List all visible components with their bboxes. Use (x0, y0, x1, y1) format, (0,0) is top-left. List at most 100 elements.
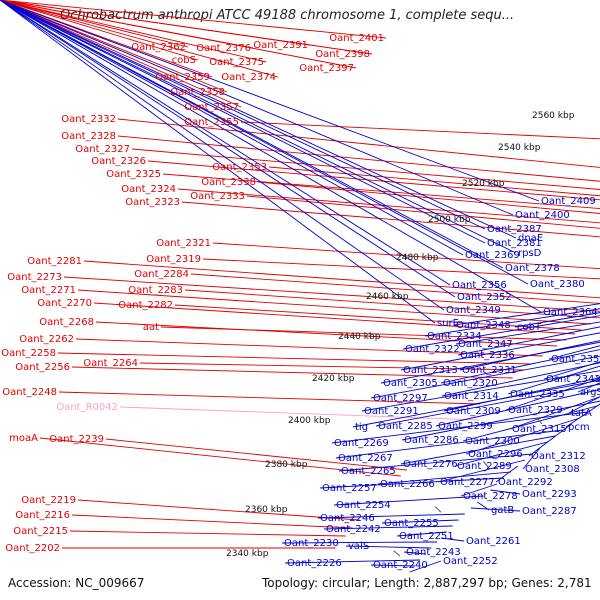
forward-gene-label: Oant_2355 (184, 117, 239, 128)
reverse-gene-label-leader (370, 355, 600, 399)
reverse-gene-label-leader (319, 477, 504, 489)
forward-gene-label: Oant_2219 (21, 495, 76, 506)
reverse-gene-label: Oant_2265 (341, 466, 396, 477)
reverse-gene-label: Oant_2296 (468, 449, 523, 460)
reverse-gene-label-leader (281, 541, 438, 544)
kbp-tick-label: 2520 kbp (462, 179, 505, 189)
reverse-gene-label-leader (0, 0, 456, 298)
reverse-gene-label-leader (323, 525, 453, 530)
reverse-gene-label-leader (0, 0, 445, 311)
forward-gene-label: cobS (172, 55, 196, 66)
forward-gene-label: Oant_2283 (128, 285, 183, 296)
reverse-gene-label: Oant_2348 (456, 320, 511, 331)
reverse-gene-label: Oant_2347 (458, 339, 513, 350)
accession-label: Accession: NC_009667 (8, 576, 145, 590)
reverse-gene-label-leader (0, 0, 517, 239)
reverse-gene-label: Oant_2331 (462, 365, 517, 376)
reverse-gene-label-leader (403, 551, 426, 555)
forward-gene-label: Oant_2256 (15, 362, 70, 373)
forward-gene-label-leader (0, 0, 357, 69)
forward-gene-label-leader (268, 166, 600, 197)
forward-gene-label: Oant_2258 (1, 348, 56, 359)
forward-gene-label-leader (83, 260, 600, 299)
reverse-gene-label: Oant_2320 (443, 378, 498, 389)
reverse-gene-label-leader (0, 0, 486, 230)
forward-gene-label: Oant_2328 (61, 131, 116, 142)
reverse-gene-label-leader (0, 0, 436, 324)
reverse-gene-label-leader (460, 483, 498, 497)
forward-gene-label: Oant_2325 (106, 169, 161, 180)
reverse-gene-label: Oant_2309 (446, 406, 501, 417)
forward-gene-label-leader (0, 0, 279, 78)
forward-gene-label: Oant_2319 (146, 254, 201, 265)
forward-gene-label-leader (93, 302, 576, 335)
kbp-tick (482, 461, 489, 468)
forward-gene-label: Oant_2397 (299, 63, 354, 74)
reverse-gene-label: pcm (568, 422, 590, 433)
reverse-gene-label: tig (355, 422, 368, 433)
reverse-gene-label: Oant_2287 (522, 506, 577, 517)
reverse-gene-label: Oant_2322 (405, 344, 460, 355)
forward-gene-label: Oant_2338 (201, 177, 256, 188)
forward-gene-label: Oant_2357 (184, 102, 239, 113)
reverse-gene-label-leader (338, 453, 533, 472)
reverse-gene-label-leader (370, 564, 415, 567)
forward-gene-label-leader (177, 188, 600, 224)
forward-gene-label-leader (63, 276, 600, 312)
kbp-tick-label: 2340 kbp (226, 549, 269, 559)
reverse-gene-label: rpsD (518, 248, 542, 259)
kbp-tick-label: 2460 kbp (366, 292, 409, 302)
reverse-gene-label: Oant_2269 (334, 438, 389, 449)
reverse-gene-label: surE (437, 318, 459, 329)
forward-gene-label-leader (75, 338, 543, 357)
reverse-gene-label: Oant_2314 (444, 391, 499, 402)
kbp-tick (536, 417, 543, 425)
forward-gene-label-leader (240, 121, 600, 140)
forward-gene-label: Oant_2375 (209, 57, 264, 68)
reverse-gene-label: Oant_2246 (320, 513, 375, 524)
kbp-tick-label: 2380 kbp (265, 460, 308, 470)
topology-summary: Topology: circular; Length: 2,887,297 bp… (262, 576, 592, 590)
forward-gene-label-leader (131, 148, 600, 190)
reverse-gene-label: Oant_2251 (399, 531, 454, 542)
reverse-gene-label: Oant_2277 (440, 477, 495, 488)
forward-gene-label-leader (39, 437, 401, 477)
reverse-gene-label: Oant_2267 (338, 453, 393, 464)
reverse-gene-label: Oant_2285 (378, 421, 433, 432)
kbp-tick-label: 2500 kbp (428, 215, 471, 225)
forward-gene-label: Oant_2358 (170, 87, 225, 98)
reverse-gene-label: Oant_2350 (551, 354, 600, 365)
reverse-gene-label-leader (455, 321, 600, 345)
reverse-gene-label-leader (409, 560, 442, 573)
reverse-gene-label: Oant_2334 (427, 331, 482, 342)
kbp-tick-label: 2540 kbp (498, 143, 541, 153)
kbp-tick-label: 2440 kbp (338, 332, 381, 342)
reverse-gene-label-leader (331, 411, 589, 444)
reverse-gene-label-leader (424, 308, 600, 337)
reverse-gene-label: Oant_2409 (541, 196, 596, 207)
reverse-gene-label-leader (435, 389, 600, 427)
reverse-gene-label: Oant_2286 (404, 435, 459, 446)
reverse-gene-label: Oant_2252 (443, 556, 498, 567)
forward-gene-label: Oant_2281 (27, 256, 82, 267)
gene-labels: Oant_2401 Oant_2391 Oant_2398 Oant_2362 Oant… (1, 33, 600, 571)
reverse-gene-label-leader (400, 332, 600, 371)
forward-gene-label: Oant_2215 (13, 526, 68, 537)
reverse-gene-label-leader (0, 0, 517, 254)
reverse-gene-label: Oant_2257 (322, 483, 377, 494)
reverse-gene-label-leader (0, 0, 451, 286)
forward-gene-label-leader (202, 258, 600, 280)
forward-gene-label-leader (71, 514, 353, 529)
forward-gene-label: Oant_2401 (329, 33, 384, 44)
reverse-gene-label-leader (0, 0, 540, 202)
reverse-gene-label-leader (0, 0, 529, 285)
reverse-gene-label-leader (0, 0, 464, 256)
forward-gene-label-leader (0, 0, 242, 108)
reverse-gene-label-leader (437, 459, 526, 483)
forward-gene-label-leader (162, 173, 600, 209)
forward-gene-label: Oant_2271 (21, 285, 76, 296)
reverse-gene-label-leader (335, 429, 564, 459)
reverse-gene-label-leader (352, 379, 600, 428)
reverse-gene-label-leader (381, 519, 459, 524)
forward-gene-label: Oant_2376 (196, 43, 251, 54)
